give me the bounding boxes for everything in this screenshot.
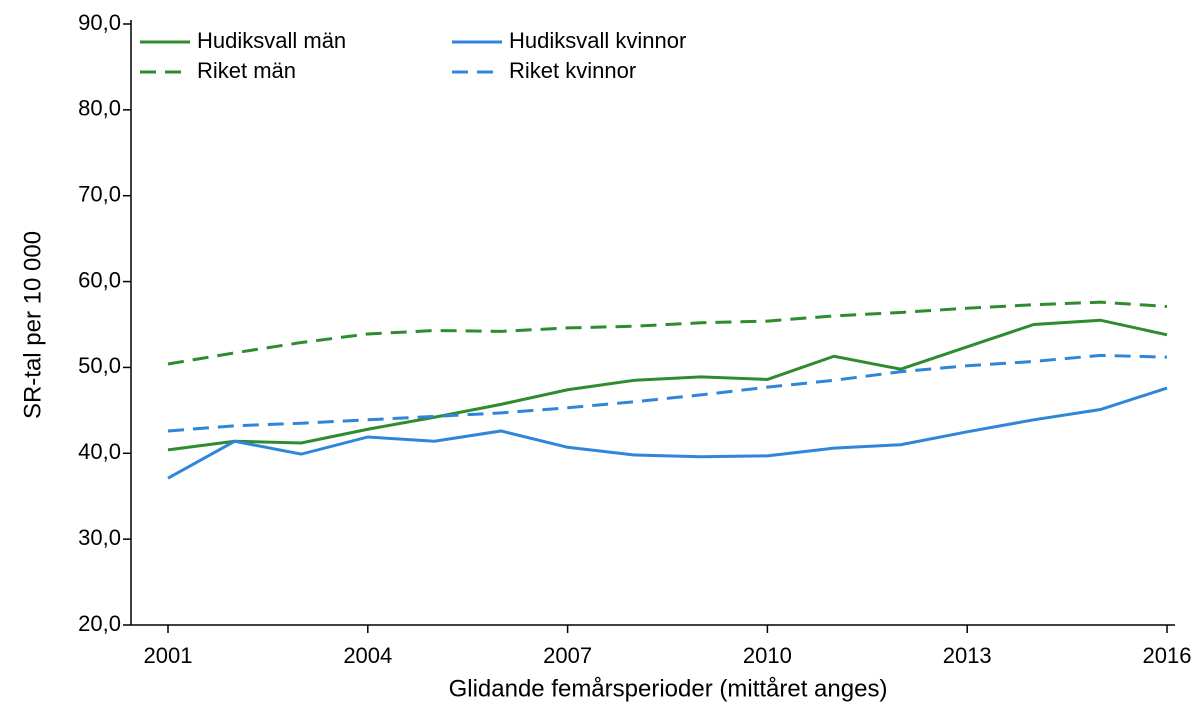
- x-tick-label: 2016: [1143, 643, 1192, 668]
- legend-label: Riket män: [197, 58, 296, 83]
- y-tick-label: 70,0: [78, 182, 121, 207]
- legend-label: Riket kvinnor: [509, 58, 636, 83]
- y-tick-label: 50,0: [78, 353, 121, 378]
- x-tick-label: 2004: [343, 643, 392, 668]
- series-line: [167, 353, 1168, 433]
- y-tick-label: 40,0: [78, 439, 121, 464]
- x-tick-label: 2013: [943, 643, 992, 668]
- x-axis-label: Glidande femårsperioder (mittåret anges): [449, 675, 888, 702]
- x-tick-label: 2007: [543, 643, 592, 668]
- series-line: [167, 386, 1168, 480]
- y-tick-label: 80,0: [78, 96, 121, 121]
- y-tick-label: 20,0: [78, 611, 121, 636]
- x-tick-label: 2001: [144, 643, 193, 668]
- legend-label: Hudiksvall kvinnor: [509, 28, 686, 53]
- series-line: [167, 300, 1168, 366]
- y-axis-label: SR-tal per 10 000: [19, 231, 46, 419]
- series-line: [167, 318, 1168, 452]
- y-tick-label: 60,0: [78, 267, 121, 292]
- x-tick-label: 2010: [743, 643, 792, 668]
- y-tick-label: 30,0: [78, 525, 121, 550]
- y-tick-label: 90,0: [78, 10, 121, 35]
- legend-label: Hudiksvall män: [197, 28, 346, 53]
